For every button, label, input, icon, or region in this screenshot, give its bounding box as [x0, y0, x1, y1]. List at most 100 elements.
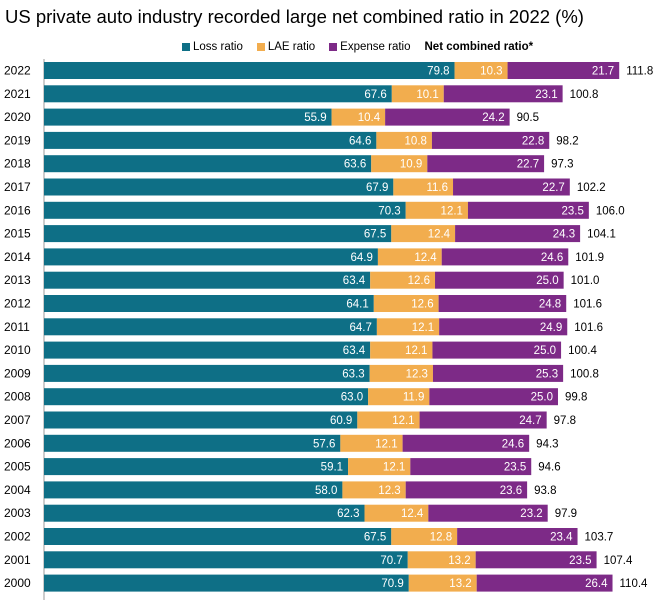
net-combined-label-2008: 99.8: [565, 392, 587, 404]
bar-lae-ratio-2000: [408, 574, 477, 592]
bar-expense-ratio-2005: [410, 458, 532, 476]
net-combined-label-2018: 97.3: [551, 159, 573, 171]
bar-loss-ratio-2004: [44, 481, 343, 499]
data-label-lae-ratio-2022: 10.3: [480, 66, 502, 78]
bar-expense-ratio-2007: [419, 411, 547, 429]
legend-item-loss-ratio: Loss ratio: [182, 41, 243, 53]
bar-lae-ratio-2008: [368, 388, 430, 406]
net-combined-label-2020: 90.5: [517, 112, 539, 124]
bar-expense-ratio-2012: [438, 295, 567, 312]
bar-expense-ratio-2014: [441, 248, 569, 266]
data-label-loss-ratio-2011: 64.7: [349, 322, 371, 334]
net-combined-label-2021: 100.8: [570, 89, 599, 101]
bar-lae-ratio-2006: [340, 434, 403, 452]
bar-lae-ratio-2017: [393, 178, 454, 196]
bar-lae-ratio-2022: [454, 62, 508, 79]
bar-lae-ratio-2011: [376, 318, 440, 336]
net-combined-label-2017: 102.2: [577, 182, 606, 194]
bar-loss-ratio-2003: [44, 504, 365, 522]
y-tick-label-2007: 2007: [4, 413, 31, 427]
data-label-lae-ratio-2000: 13.2: [449, 578, 471, 590]
y-tick-label-2020: 2020: [4, 110, 31, 124]
data-label-lae-ratio-2019: 10.8: [405, 135, 427, 147]
data-label-expense-ratio-2003: 23.2: [520, 508, 542, 520]
bar-expense-ratio-2000: [476, 574, 613, 592]
legend-label-expense-ratio: Expense ratio: [340, 41, 411, 53]
net-combined-label-2022: 111.8: [626, 66, 653, 78]
data-label-expense-ratio-2006: 24.6: [502, 438, 524, 450]
bar-lae-ratio-2018: [371, 155, 428, 173]
bar-loss-ratio-2001: [44, 551, 408, 569]
y-tick-label-2000: 2000: [4, 576, 31, 590]
data-label-loss-ratio-2007: 60.9: [330, 415, 352, 427]
net-combined-label-2004: 93.8: [534, 485, 556, 497]
legend-swatch-lae-ratio: [256, 43, 265, 51]
net-combined-label-2015: 104.1: [587, 229, 616, 241]
data-label-loss-ratio-2012: 64.1: [346, 299, 368, 311]
data-label-expense-ratio-2016: 23.5: [561, 205, 583, 217]
data-label-lae-ratio-2013: 12.6: [408, 275, 430, 287]
bar-lae-ratio-2012: [373, 295, 439, 312]
data-label-loss-ratio-2021: 67.6: [364, 89, 386, 101]
data-label-lae-ratio-2017: 11.6: [426, 182, 448, 194]
bar-expense-ratio-2006: [402, 434, 530, 452]
data-label-loss-ratio-2002: 67.5: [364, 532, 386, 544]
bar-lae-ratio-2016: [405, 201, 468, 219]
data-label-lae-ratio-2011: 12.1: [412, 322, 434, 334]
bar-loss-ratio-2005: [44, 458, 349, 476]
data-label-expense-ratio-2021: 23.1: [535, 89, 557, 101]
bar-lae-ratio-2010: [370, 341, 433, 359]
data-label-loss-ratio-2009: 63.3: [342, 368, 364, 380]
y-tick-label-2006: 2006: [4, 436, 31, 450]
data-label-expense-ratio-2017: 22.7: [542, 182, 564, 194]
net-combined-label-2005: 94.6: [538, 462, 560, 474]
y-tick-label-2008: 2008: [4, 390, 31, 404]
bar-expense-ratio-2004: [405, 481, 528, 499]
data-label-expense-ratio-2019: 22.8: [522, 135, 544, 147]
net-combined-label-2009: 100.8: [570, 368, 599, 380]
data-label-lae-ratio-2014: 12.4: [414, 252, 437, 264]
bar-expense-ratio-2001: [475, 551, 597, 569]
bar-expense-ratio-2002: [457, 528, 578, 545]
data-label-lae-ratio-2012: 12.6: [411, 299, 433, 311]
data-label-loss-ratio-2020: 55.9: [304, 112, 326, 124]
bar-expense-ratio-2021: [443, 85, 563, 103]
bar-loss-ratio-2011: [44, 318, 377, 336]
y-tick-label-2005: 2005: [4, 460, 31, 474]
net-combined-label-2012: 101.6: [573, 299, 602, 311]
data-label-expense-ratio-2010: 25.0: [534, 345, 556, 357]
bar-loss-ratio-2014: [44, 248, 378, 266]
bar-loss-ratio-2006: [44, 434, 341, 452]
data-label-lae-ratio-2015: 12.4: [428, 229, 451, 241]
legend-item-lae-ratio: LAE ratio: [256, 41, 315, 53]
net-combined-label-2003: 97.9: [555, 508, 577, 520]
data-label-loss-ratio-2000: 70.9: [381, 578, 403, 590]
y-tick-label-2004: 2004: [4, 483, 31, 497]
y-tick-label-2016: 2016: [4, 203, 31, 217]
y-tick-label-2010: 2010: [4, 343, 31, 357]
data-label-lae-ratio-2020: 10.4: [358, 112, 381, 124]
data-label-loss-ratio-2013: 63.4: [343, 275, 366, 287]
legend-item-expense-ratio: Expense ratio: [329, 41, 411, 53]
data-label-lae-ratio-2002: 12.8: [430, 532, 452, 544]
bar-loss-ratio-2021: [44, 85, 392, 103]
legend-label-loss-ratio: Loss ratio: [193, 41, 243, 53]
data-label-loss-ratio-2005: 59.1: [321, 462, 343, 474]
data-label-expense-ratio-2001: 23.5: [569, 555, 591, 567]
data-label-expense-ratio-2005: 23.5: [504, 462, 526, 474]
bar-loss-ratio-2002: [44, 528, 392, 545]
bar-loss-ratio-2008: [44, 388, 369, 406]
data-label-expense-ratio-2020: 24.2: [482, 112, 504, 124]
bar-lae-ratio-2009: [369, 364, 433, 382]
data-label-lae-ratio-2006: 12.1: [375, 438, 397, 450]
bar-lae-ratio-2003: [364, 504, 429, 522]
y-tick-label-2013: 2013: [4, 273, 31, 287]
y-tick-label-2012: 2012: [4, 297, 31, 311]
data-label-loss-ratio-2010: 63.4: [343, 345, 366, 357]
y-tick-label-2003: 2003: [4, 506, 31, 520]
y-tick-label-2017: 2017: [4, 180, 31, 194]
bar-expense-ratio-2015: [455, 225, 581, 243]
data-label-lae-ratio-2004: 12.3: [378, 485, 400, 497]
data-label-lae-ratio-2009: 12.3: [406, 368, 428, 380]
data-label-expense-ratio-2007: 24.7: [519, 415, 541, 427]
